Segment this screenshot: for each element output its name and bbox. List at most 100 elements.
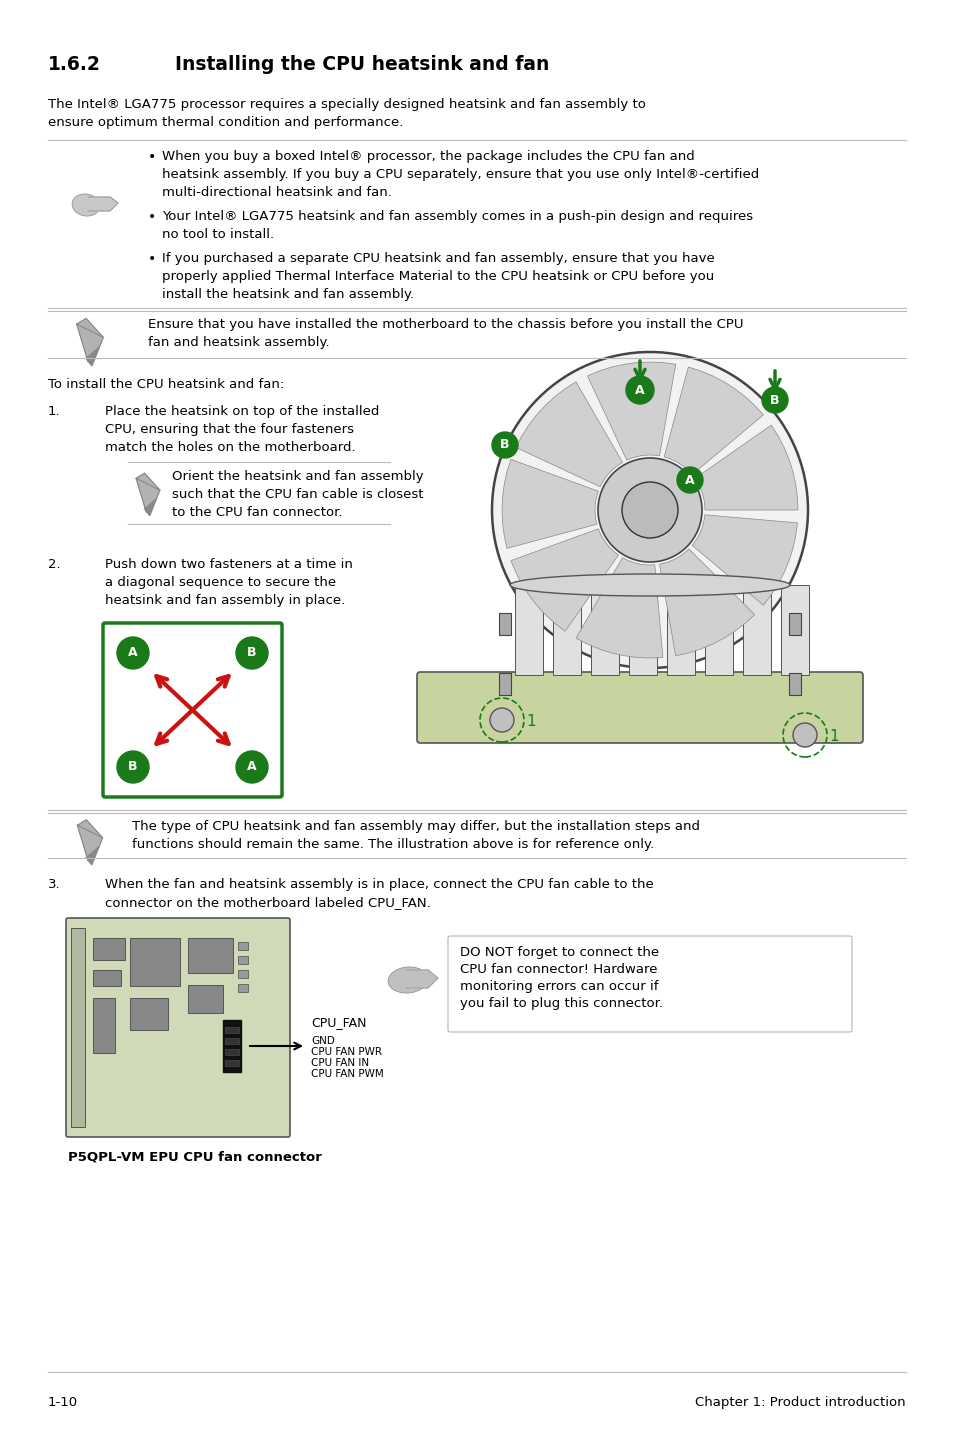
Polygon shape: [587, 362, 675, 460]
FancyBboxPatch shape: [416, 672, 862, 743]
Text: •: •: [148, 210, 156, 224]
Polygon shape: [663, 367, 762, 475]
Polygon shape: [501, 459, 598, 548]
Text: Installing the CPU heatsink and fan: Installing the CPU heatsink and fan: [174, 55, 549, 73]
Text: properly applied Thermal Interface Material to the CPU heatsink or CPU before yo: properly applied Thermal Interface Mater…: [162, 270, 714, 283]
Circle shape: [117, 637, 149, 669]
Text: When the fan and heatsink assembly is in place, connect the CPU fan cable to the: When the fan and heatsink assembly is in…: [105, 879, 653, 892]
Bar: [130, 998, 168, 1030]
Bar: [788, 613, 801, 636]
Text: install the heatsink and fan assembly.: install the heatsink and fan assembly.: [162, 288, 414, 301]
Text: 1: 1: [525, 715, 535, 729]
Bar: [237, 956, 248, 963]
Polygon shape: [136, 473, 160, 512]
Text: •: •: [148, 150, 156, 164]
Bar: [590, 585, 618, 674]
Text: to the CPU fan connector.: to the CPU fan connector.: [172, 506, 342, 519]
Text: fan and heatsink assembly.: fan and heatsink assembly.: [148, 336, 330, 349]
Bar: [628, 585, 657, 674]
Text: If you purchased a separate CPU heatsink and fan assembly, ensure that you have: If you purchased a separate CPU heatsink…: [162, 252, 714, 265]
Text: CPU FAN IN: CPU FAN IN: [311, 1058, 369, 1068]
Circle shape: [492, 352, 807, 669]
Bar: [225, 1048, 239, 1055]
Bar: [188, 938, 233, 974]
Text: monitoring errors can occur if: monitoring errors can occur if: [459, 981, 658, 994]
Polygon shape: [88, 197, 118, 211]
Text: Push down two fasteners at a time in: Push down two fasteners at a time in: [105, 558, 353, 571]
Text: CPU fan connector! Hardware: CPU fan connector! Hardware: [459, 963, 657, 976]
Text: no tool to install.: no tool to install.: [162, 229, 274, 242]
Bar: [92, 998, 115, 1053]
Text: Place the heatsink on top of the installed: Place the heatsink on top of the install…: [105, 406, 379, 418]
Bar: [742, 585, 770, 674]
Bar: [666, 585, 695, 674]
Text: GND: GND: [311, 1035, 335, 1045]
Polygon shape: [576, 558, 662, 659]
Circle shape: [677, 467, 702, 493]
Bar: [781, 585, 808, 674]
Circle shape: [117, 751, 149, 784]
Polygon shape: [86, 347, 99, 365]
Polygon shape: [659, 549, 754, 656]
Bar: [704, 585, 732, 674]
Text: 3.: 3.: [48, 879, 61, 892]
Polygon shape: [511, 529, 618, 631]
Bar: [788, 673, 801, 695]
Text: A: A: [128, 647, 137, 660]
Text: DO NOT forget to connect the: DO NOT forget to connect the: [459, 946, 659, 959]
Text: B: B: [128, 761, 137, 774]
Text: heatsink assembly. If you buy a CPU separately, ensure that you use only Intel®-: heatsink assembly. If you buy a CPU sepa…: [162, 168, 759, 181]
Text: CPU FAN PWM: CPU FAN PWM: [311, 1068, 383, 1078]
Text: Your Intel® LGA775 heatsink and fan assembly comes in a push-pin design and requ: Your Intel® LGA775 heatsink and fan asse…: [162, 210, 752, 223]
Text: P5QPL-VM EPU CPU fan connector: P5QPL-VM EPU CPU fan connector: [68, 1150, 321, 1163]
Polygon shape: [87, 847, 99, 864]
Text: CPU, ensuring that the four fasteners: CPU, ensuring that the four fasteners: [105, 423, 354, 436]
Bar: [515, 585, 542, 674]
Text: 2.: 2.: [48, 558, 61, 571]
Text: A: A: [635, 384, 644, 397]
Polygon shape: [692, 515, 797, 605]
Text: To install the CPU heatsink and fan:: To install the CPU heatsink and fan:: [48, 378, 284, 391]
Bar: [498, 673, 511, 695]
Bar: [223, 1020, 241, 1071]
Text: connector on the motherboard labeled CPU_FAN.: connector on the motherboard labeled CPU…: [105, 896, 431, 909]
Text: heatsink and fan assembly in place.: heatsink and fan assembly in place.: [105, 594, 345, 607]
Ellipse shape: [72, 194, 100, 216]
Text: ensure optimum thermal condition and performance.: ensure optimum thermal condition and per…: [48, 116, 403, 129]
Text: functions should remain the same. The illustration above is for reference only.: functions should remain the same. The il…: [132, 838, 654, 851]
Text: When you buy a boxed Intel® processor, the package includes the CPU fan and: When you buy a boxed Intel® processor, t…: [162, 150, 694, 162]
Text: A: A: [247, 761, 256, 774]
Bar: [225, 1038, 239, 1044]
Ellipse shape: [510, 574, 789, 595]
Text: B: B: [769, 394, 779, 407]
Text: CPU FAN PWR: CPU FAN PWR: [311, 1047, 381, 1057]
Text: The Intel® LGA775 processor requires a specially designed heatsink and fan assem: The Intel® LGA775 processor requires a s…: [48, 98, 645, 111]
Text: 1-10: 1-10: [48, 1396, 78, 1409]
Text: multi-directional heatsink and fan.: multi-directional heatsink and fan.: [162, 186, 392, 198]
Text: A: A: [684, 473, 694, 486]
Text: Ensure that you have installed the motherboard to the chassis before you install: Ensure that you have installed the mothe…: [148, 318, 742, 331]
FancyBboxPatch shape: [103, 623, 282, 797]
Bar: [130, 938, 180, 986]
Bar: [92, 971, 121, 986]
Text: you fail to plug this connector.: you fail to plug this connector.: [459, 997, 662, 1009]
Text: CPU_FAN: CPU_FAN: [311, 1017, 366, 1030]
Circle shape: [492, 431, 517, 457]
Bar: [237, 984, 248, 992]
Text: 1: 1: [828, 729, 838, 743]
FancyBboxPatch shape: [448, 936, 851, 1032]
Polygon shape: [695, 426, 797, 510]
Circle shape: [235, 637, 268, 669]
Bar: [225, 1027, 239, 1032]
Circle shape: [761, 387, 787, 413]
Polygon shape: [145, 499, 156, 516]
Circle shape: [792, 723, 816, 746]
Bar: [92, 938, 125, 961]
Text: B: B: [499, 439, 509, 452]
Text: 1.6.2: 1.6.2: [48, 55, 101, 73]
Text: Orient the heatsink and fan assembly: Orient the heatsink and fan assembly: [172, 470, 423, 483]
Text: B: B: [247, 647, 256, 660]
Text: The type of CPU heatsink and fan assembly may differ, but the installation steps: The type of CPU heatsink and fan assembl…: [132, 820, 700, 833]
Polygon shape: [77, 820, 103, 861]
Polygon shape: [76, 318, 103, 362]
